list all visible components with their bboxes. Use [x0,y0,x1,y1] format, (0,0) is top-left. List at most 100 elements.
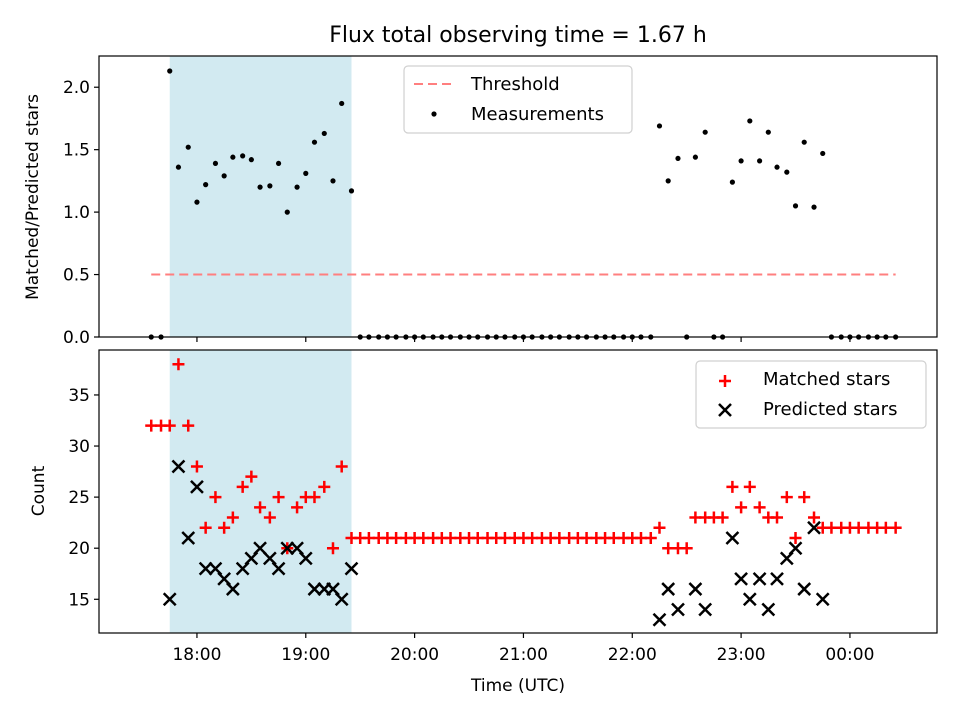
y-tick-label: 20 [68,539,90,559]
matched-point [889,521,902,534]
matched-point [735,501,748,514]
y-tick-label: 35 [68,386,90,406]
y-tick-label: 2.0 [63,78,90,98]
measurement-point [175,164,182,170]
measurement-point [348,188,355,194]
matched-point [218,521,231,534]
matched-points [145,358,902,555]
measurement-point [257,184,263,190]
measurement-point [747,118,753,124]
measurement-points [148,68,899,340]
predicted-point [761,602,776,617]
legend-threshold-label: Threshold [470,74,560,95]
y-tick-label: 0.0 [63,328,90,348]
predicted-point [307,582,322,596]
matched-point [199,521,212,534]
legend-predicted-swatch [718,403,732,417]
measurement-point [811,204,817,210]
top-x-ticks [196,337,851,342]
predicted-points [162,459,830,627]
predicted-point [752,571,767,586]
measurement-point [757,158,763,164]
top-legend: Threshold Measurements [403,65,633,134]
matched-point [245,470,258,483]
matched-point [272,491,285,504]
predicted-point [661,582,676,596]
top-shade [169,56,352,337]
measurement-point [765,129,771,135]
bottom-x-ticks: 18:00 19:00 20:00 21:00 22:00 23:00 00:00 [172,633,874,665]
predicted-point [198,561,213,576]
predicted-point [181,531,196,545]
bottom-legend-box [695,360,927,429]
measurement-point [275,160,282,167]
measurement-point [339,100,345,107]
predicted-point [788,541,803,556]
chart-title: Flux total observing time = 1.67 h [329,23,707,48]
measurement-point [792,203,799,209]
measurement-point [294,184,300,190]
predicted-point [725,531,740,545]
predicted-point [298,551,313,566]
matched-point [780,491,793,504]
predicted-point [671,602,685,617]
measurement-point [656,123,663,129]
measurement-point [267,183,273,189]
measurement-point [692,154,698,160]
bottom-legend: Matched stars Predicted stars [695,360,927,429]
matched-point [326,542,339,555]
measurement-point [221,173,227,179]
matched-point [716,511,729,524]
predicted-point [807,520,821,535]
matched-point [209,491,222,504]
x-tick-label: 23:00 [717,645,766,665]
matched-point [644,531,657,544]
top-y-label: Matched/Predicted stars [23,94,43,300]
x-tick-label: 22:00 [608,645,657,665]
measurement-point [230,154,236,160]
y-tick-label: 25 [68,488,90,508]
predicted-point [334,592,349,607]
y-tick-label: 15 [68,590,90,610]
top-panel: 0.00.51.01.52.0 Matched/Predicted stars … [23,55,938,348]
measurement-point [240,153,246,159]
measurement-point [167,68,173,74]
predicted-point [742,592,757,607]
legend-predicted-label: Predicted stars [763,399,897,420]
matched-point [291,501,304,514]
x-tick-label: 21:00 [499,645,548,665]
matched-point [182,419,195,432]
measurement-point [303,170,309,176]
predicted-point [271,561,286,576]
bottom-panel: 15 20 25 30 35 18:00 19:00 20:00 21:00 22:00 23:0… [29,349,938,696]
measurement-point [774,164,780,170]
x-tick-label: 19:00 [281,645,330,665]
matched-point [680,542,693,555]
predicted-point [190,480,204,494]
legend-measurements-swatch [431,111,437,117]
matched-point [789,531,802,544]
predicted-point [698,602,713,617]
measurement-point [820,150,826,157]
legend-matched-label: Matched stars [763,369,890,390]
predicted-point [280,541,295,556]
top-axes-frame [98,55,938,338]
matched-point [753,501,766,514]
predicted-point [797,582,812,596]
x-tick-label: 00:00 [825,645,874,665]
measurement-point [784,169,790,175]
measurement-point [194,199,200,205]
measurement-point [729,179,735,185]
matched-point [808,511,821,524]
measurement-point [321,130,327,137]
y-tick-label: 1.0 [63,203,90,223]
matched-point [726,480,739,493]
measurement-point [248,157,254,163]
x-tick-label: 20:00 [390,645,439,665]
matched-point [335,460,348,473]
bottom-y-ticks: 15 20 25 30 35 [68,386,99,610]
measurement-point [330,178,336,184]
top-legend-box [403,65,633,134]
bottom-y-label: Count [29,465,49,516]
